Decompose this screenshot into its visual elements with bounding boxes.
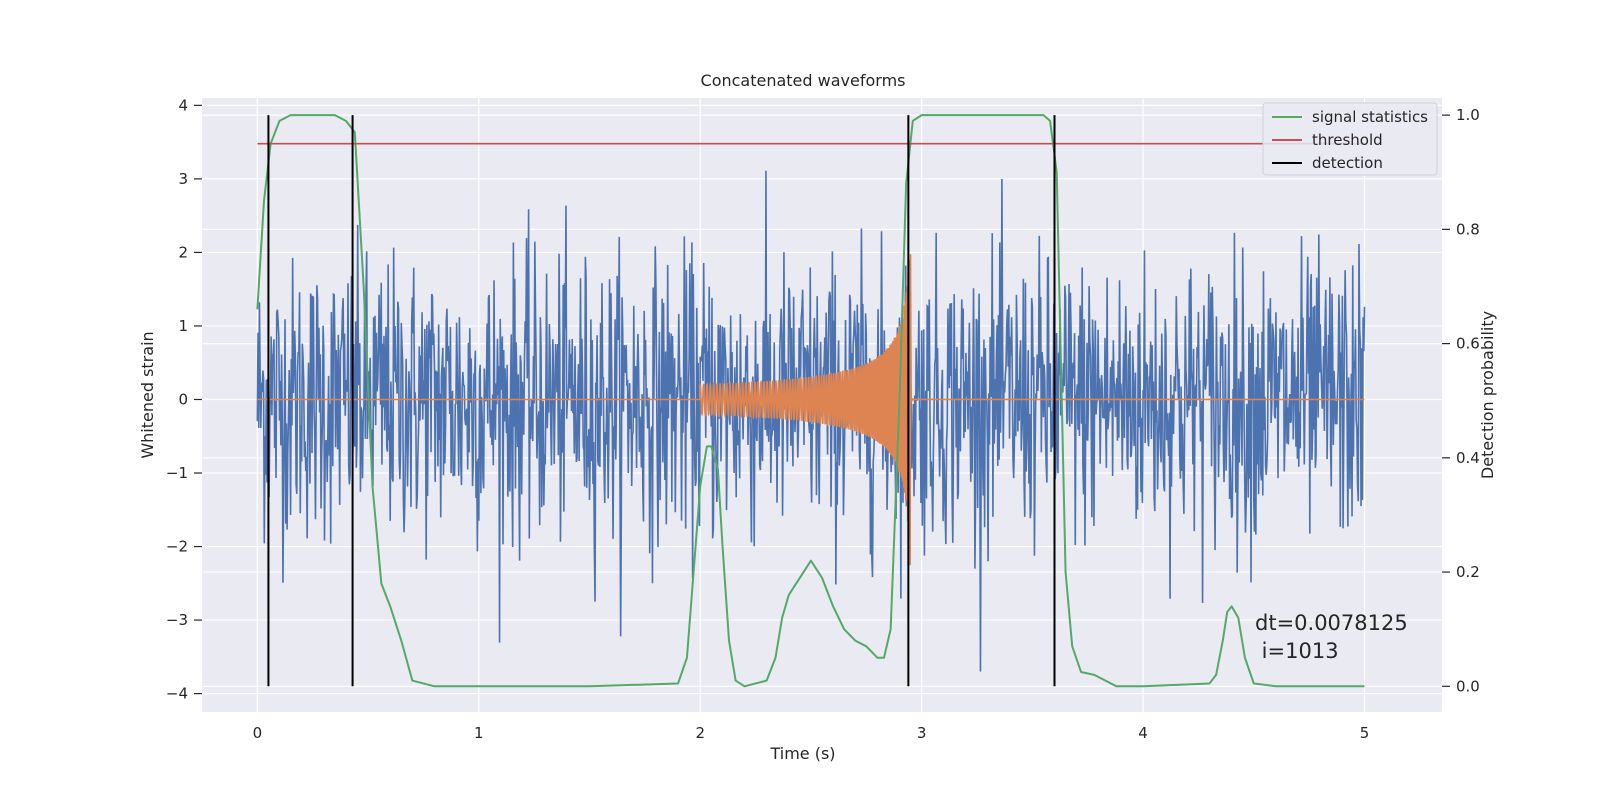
y-tick-label-right: 0.6 bbox=[1456, 335, 1480, 353]
signal-statistics-series bbox=[256, 114, 1365, 688]
y-tick-label-left: 4 bbox=[178, 96, 188, 114]
legend-label-signal-statistics: signal statistics bbox=[1312, 108, 1428, 126]
y-tick-label-left: −1 bbox=[166, 464, 188, 482]
noise-line bbox=[256, 170, 1366, 672]
y-tick-label-left: 2 bbox=[178, 243, 188, 261]
x-tick-label: 4 bbox=[1138, 724, 1148, 742]
y-tick-label-left: 1 bbox=[178, 317, 188, 335]
y-axis-label-right: Detection probability bbox=[1478, 311, 1497, 479]
x-tick-label: 5 bbox=[1360, 724, 1370, 742]
x-tick-label: 3 bbox=[917, 724, 927, 742]
y-tick-label-left: 0 bbox=[178, 390, 188, 408]
x-tick-label: 0 bbox=[253, 724, 263, 742]
y-axis-label-left: Whitened strain bbox=[138, 331, 157, 458]
axis-ticks: 0 1 2 3 4 5 4 3 2 1 0 −1 −2 −3 −4 1.0 0.8 0.6 0.4 0.2 0.0 bbox=[166, 96, 1480, 742]
legend-label-threshold: threshold bbox=[1312, 131, 1383, 149]
detection-lines bbox=[267, 115, 1056, 687]
y-tick-label-right: 1.0 bbox=[1456, 106, 1480, 124]
noise-series bbox=[256, 170, 1366, 672]
legend: signal statistics threshold detection bbox=[1262, 102, 1438, 176]
legend-label-detection: detection bbox=[1312, 154, 1383, 172]
waveform-line bbox=[257, 254, 1365, 566]
x-tick-label: 1 bbox=[474, 724, 484, 742]
annotation-index: i=1013 bbox=[1255, 639, 1339, 663]
y-tick-label-left: 3 bbox=[178, 170, 188, 188]
x-tick-label: 2 bbox=[695, 724, 705, 742]
annotation-dt: dt=0.0078125 bbox=[1255, 611, 1408, 635]
signal-statistics-line bbox=[256, 114, 1365, 688]
y-tick-label-right: 0.8 bbox=[1456, 220, 1480, 238]
y-tick-label-right: 0.2 bbox=[1456, 563, 1480, 581]
y-tick-label-right: 0.4 bbox=[1456, 449, 1480, 467]
y-tick-label-left: −4 bbox=[166, 685, 188, 703]
y-tick-label-left: −2 bbox=[166, 538, 188, 556]
y-tick-label-right: 0.0 bbox=[1456, 677, 1480, 695]
x-axis-label: Time (s) bbox=[769, 744, 835, 763]
legend-box bbox=[1262, 102, 1438, 176]
y-tick-label-left: −3 bbox=[166, 611, 188, 629]
waveform-series bbox=[257, 254, 1365, 566]
chart-title: Concatenated waveforms bbox=[701, 71, 906, 90]
